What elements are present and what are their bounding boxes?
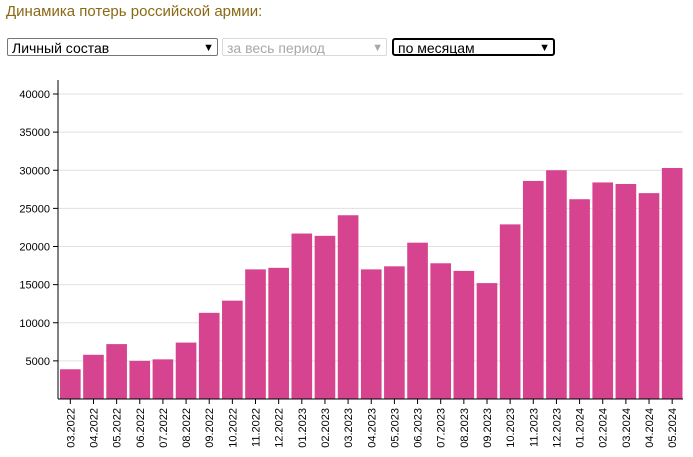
chevron-down-icon: ▼: [203, 42, 214, 54]
y-tick-label: 5000: [26, 356, 50, 368]
bar: [83, 354, 104, 399]
bar: [499, 224, 521, 399]
bar: [360, 269, 382, 399]
x-tick-label: 10.2023: [505, 408, 517, 448]
bar: [314, 235, 336, 399]
bar: [453, 270, 475, 399]
bar: [522, 180, 544, 399]
x-tick-label: 05.2022: [112, 408, 124, 448]
bar: [592, 182, 614, 399]
bar: [476, 283, 498, 399]
x-tick-label: 01.2023: [297, 408, 309, 448]
bar: [337, 215, 359, 399]
x-tick-label: 06.2022: [135, 408, 147, 448]
x-tick-label: 09.2023: [482, 408, 494, 448]
bar: [569, 199, 590, 399]
y-tick-label: 30000: [19, 165, 50, 177]
category-select-value: Личный состав: [12, 40, 110, 56]
chevron-down-icon: ▼: [539, 42, 550, 54]
axes: 5000 10000 15000 20000 25000 30000 35000 40000 0…: [19, 80, 683, 448]
bar: [638, 193, 660, 399]
x-tick-label: 08.2022: [181, 408, 193, 448]
bar: [430, 263, 452, 399]
y-tick-label: 35000: [19, 127, 50, 139]
chevron-down-icon: ▼: [372, 42, 383, 54]
bar: [245, 269, 266, 399]
x-tick-label: 09.2022: [204, 408, 216, 448]
period-select: за весь период ▼: [222, 38, 387, 56]
bar: [152, 359, 174, 399]
x-tick-label: 04.2024: [644, 408, 656, 448]
x-tick-label: 06.2023: [413, 408, 425, 448]
x-tick-label: 01.2024: [575, 408, 587, 448]
x-tick-label: 02.2024: [598, 408, 610, 448]
bar: [198, 312, 220, 399]
category-select[interactable]: Личный состав ▼: [7, 38, 218, 56]
y-tick-label: 10000: [19, 318, 50, 330]
x-tick-label: 04.2023: [366, 408, 378, 448]
period-select-value: за весь период: [227, 40, 325, 56]
bar: [384, 266, 405, 399]
bar: [268, 267, 289, 399]
bar: [546, 170, 567, 399]
bar: [661, 167, 683, 399]
x-tick-label: 07.2022: [158, 408, 170, 448]
y-tick-label: 40000: [19, 89, 50, 101]
bar: [60, 369, 81, 399]
x-tick-label: 03.2023: [343, 408, 355, 448]
x-tick-label: 07.2023: [436, 408, 448, 448]
x-tick-label: 02.2023: [320, 408, 332, 448]
x-tick-label: 12.2023: [551, 408, 563, 448]
x-tick-label: 03.2022: [65, 408, 77, 448]
x-tick-label: 05.2023: [389, 408, 401, 448]
granularity-select[interactable]: по месяцам ▼: [392, 38, 555, 56]
bar: [175, 342, 197, 399]
bar: [615, 183, 637, 399]
y-tick-label: 25000: [19, 203, 50, 215]
x-tick-label: 11.2022: [251, 408, 263, 447]
bar: [407, 242, 428, 399]
x-tick-label: 11.2023: [528, 408, 540, 447]
y-tick-label: 15000: [19, 280, 50, 292]
y-tick-label: 20000: [19, 242, 50, 254]
x-tick-label: 10.2022: [227, 408, 239, 448]
bar: [129, 360, 151, 399]
x-tick-label: 08.2023: [459, 408, 471, 448]
granularity-select-value: по месяцам: [398, 40, 475, 56]
bar: [106, 344, 127, 399]
x-tick-label: 12.2022: [274, 408, 286, 448]
x-tick-label: 03.2024: [621, 408, 633, 448]
bar: [291, 233, 313, 399]
bars: [60, 167, 683, 399]
x-tick-label: 05.2024: [667, 408, 679, 448]
x-tick-label: 04.2022: [88, 408, 100, 448]
bar: [222, 300, 243, 399]
page-title: Динамика потерь российской армии:: [6, 3, 263, 20]
